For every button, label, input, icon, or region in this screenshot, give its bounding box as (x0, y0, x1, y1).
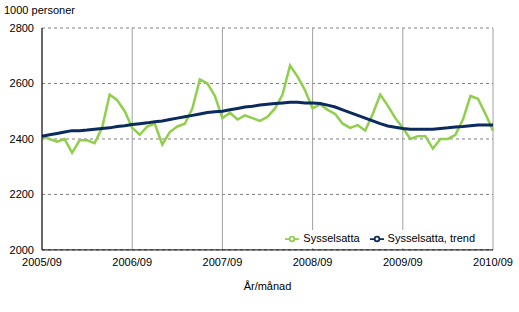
html-text:1000 personer: 1000 personer (4, 4, 75, 16)
svg-text:2200: 2200 (10, 188, 34, 200)
svg-text:2600: 2600 (10, 77, 34, 89)
svg-text:2009/09: 2009/09 (383, 256, 423, 268)
html-text:Sysselsatta: Sysselsatta (303, 232, 360, 244)
svg-text:År/månad: År/månad (244, 280, 292, 292)
svg-text:2400: 2400 (10, 133, 34, 145)
svg-text:2000: 2000 (10, 244, 34, 256)
svg-text:2008/09: 2008/09 (293, 256, 333, 268)
html-text:Sysselsatta, trend: Sysselsatta, trend (387, 232, 475, 244)
svg-text:2006/09: 2006/09 (112, 256, 152, 268)
svg-text:2800: 2800 (10, 22, 34, 34)
svg-text:2010/09: 2010/09 (473, 256, 511, 268)
svg-text:2005/09: 2005/09 (22, 256, 62, 268)
svg-text:2007/09: 2007/09 (203, 256, 243, 268)
